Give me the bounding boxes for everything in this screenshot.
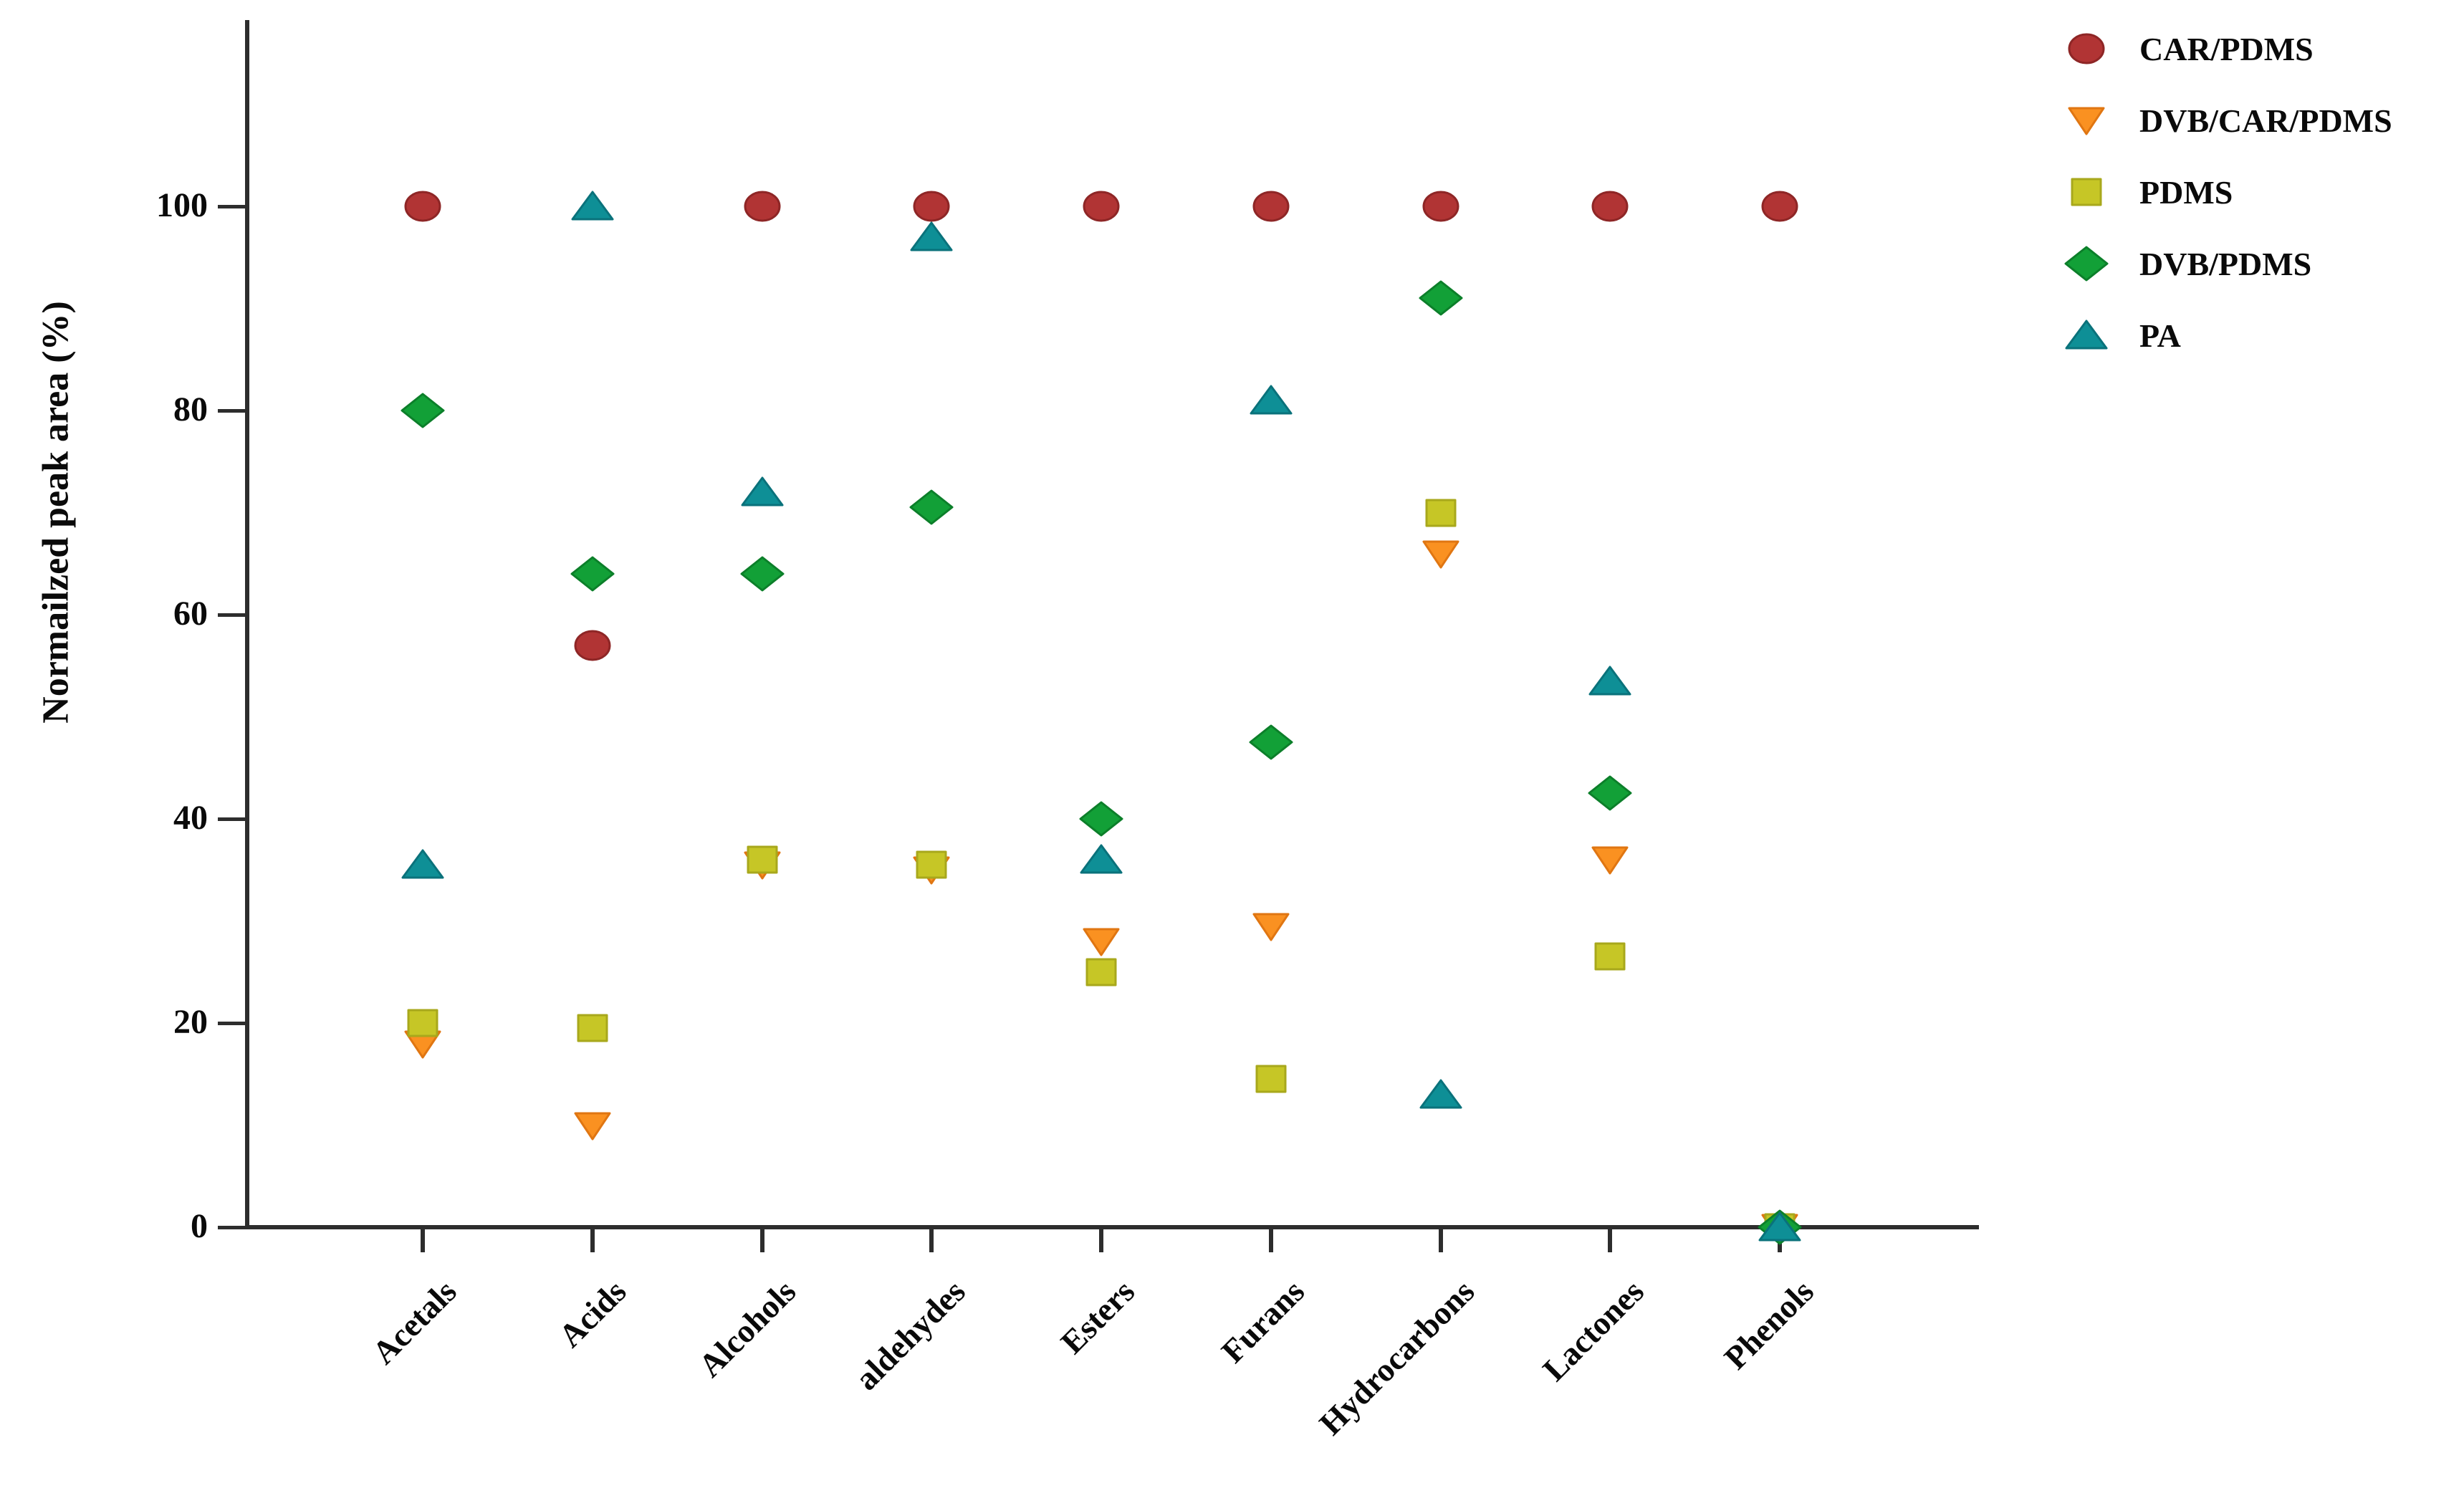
y-tick-label: 60 xyxy=(173,595,208,633)
point-pa-phenols xyxy=(1757,1209,1803,1246)
point-dvb-pdms-aldehydes xyxy=(909,489,954,526)
x-tick-mark xyxy=(1268,1229,1273,1252)
x-tick-mark xyxy=(929,1229,934,1252)
x-category-label: Esters xyxy=(1053,1272,1142,1361)
point-dvb-car-pdms-acids xyxy=(570,1107,615,1144)
point-pa-hydrocarbons xyxy=(1418,1076,1464,1113)
y-tick-label: 40 xyxy=(173,799,208,837)
x-axis-line xyxy=(245,1225,1979,1229)
y-tick-mark xyxy=(218,205,245,208)
x-category-label: Hydrocarbons xyxy=(1312,1272,1482,1442)
point-pdms-hydrocarbons xyxy=(1418,494,1464,532)
triangle-up-legend-icon xyxy=(2063,317,2109,354)
legend-label: DVB/CAR/PDMS xyxy=(2139,102,2392,139)
point-pdms-alcohols xyxy=(739,841,785,878)
point-dvb-pdms-esters xyxy=(1078,800,1124,837)
point-dvb-car-pdms-furans xyxy=(1248,908,1294,945)
x-category-label: aldehydes xyxy=(848,1272,972,1398)
point-dvb-pdms-acids xyxy=(570,555,615,592)
x-tick-mark xyxy=(1099,1229,1103,1252)
point-pdms-furans xyxy=(1248,1060,1294,1098)
y-tick-label: 20 xyxy=(173,1003,208,1041)
point-car-pdms-esters xyxy=(1078,188,1124,225)
point-pdms-acetals xyxy=(400,1004,446,1042)
x-tick-mark xyxy=(590,1229,595,1252)
point-pa-alcohols xyxy=(739,474,785,511)
point-pa-lactones xyxy=(1587,663,1633,700)
legend-label: CAR/PDMS xyxy=(2139,30,2314,67)
triangle-down-legend-icon xyxy=(2063,102,2109,139)
point-dvb-car-pdms-esters xyxy=(1078,923,1124,960)
y-axis-title: Normailzed peak area (%) xyxy=(35,301,77,724)
y-axis-line xyxy=(245,20,249,1229)
x-category-label: Acetals xyxy=(365,1272,464,1371)
x-tick-mark xyxy=(421,1229,425,1252)
legend-item: DVB/PDMS xyxy=(2063,228,2392,299)
point-pa-acetals xyxy=(400,846,446,883)
y-tick-mark xyxy=(218,1022,245,1025)
x-category-label: Alcohols xyxy=(691,1272,803,1384)
legend: CAR/PDMS DVB/CAR/PDMS PDMS DVB/PDMS PA xyxy=(2063,13,2392,371)
legend-item: DVB/CAR/PDMS xyxy=(2063,85,2392,156)
legend-item: CAR/PDMS xyxy=(2063,13,2392,85)
point-car-pdms-alcohols xyxy=(739,188,785,225)
point-pdms-acids xyxy=(570,1009,615,1047)
x-category-label: Phenols xyxy=(1717,1272,1821,1377)
y-tick-mark xyxy=(218,613,245,617)
point-pa-aldehydes xyxy=(909,219,954,256)
legend-label: PA xyxy=(2139,317,2181,354)
point-pdms-aldehydes xyxy=(909,846,954,883)
circle-legend-icon xyxy=(2063,30,2109,67)
point-car-pdms-acetals xyxy=(400,188,446,225)
point-dvb-car-pdms-hydrocarbons xyxy=(1418,535,1464,572)
point-pa-esters xyxy=(1078,841,1124,878)
point-dvb-car-pdms-lactones xyxy=(1587,841,1633,878)
point-car-pdms-phenols xyxy=(1757,188,1803,225)
legend-item: PDMS xyxy=(2063,156,2392,228)
point-dvb-pdms-alcohols xyxy=(739,555,785,592)
y-tick-mark xyxy=(218,1226,245,1229)
point-dvb-pdms-hydrocarbons xyxy=(1418,279,1464,317)
x-category-label: Lactones xyxy=(1535,1272,1651,1388)
point-car-pdms-hydrocarbons xyxy=(1418,188,1464,225)
y-tick-label: 80 xyxy=(173,390,208,428)
x-tick-mark xyxy=(1608,1229,1613,1252)
y-tick-label: 100 xyxy=(156,186,208,224)
point-car-pdms-acids xyxy=(570,627,615,664)
point-pdms-esters xyxy=(1078,954,1124,991)
point-dvb-pdms-furans xyxy=(1248,724,1294,761)
y-tick-mark xyxy=(218,817,245,821)
y-tick-mark xyxy=(218,409,245,413)
x-tick-mark xyxy=(759,1229,764,1252)
legend-label: PDMS xyxy=(2139,173,2233,211)
legend-item: PA xyxy=(2063,299,2392,371)
point-pa-furans xyxy=(1248,382,1294,419)
point-pdms-lactones xyxy=(1587,938,1633,975)
point-car-pdms-furans xyxy=(1248,188,1294,225)
y-tick-label: 0 xyxy=(191,1207,208,1245)
legend-label: DVB/PDMS xyxy=(2139,245,2312,282)
point-dvb-pdms-acetals xyxy=(400,392,446,429)
point-dvb-pdms-lactones xyxy=(1587,774,1633,812)
x-category-label: Acids xyxy=(551,1272,633,1355)
point-car-pdms-aldehydes xyxy=(909,188,954,225)
point-pa-acids xyxy=(570,188,615,225)
diamond-legend-icon xyxy=(2063,245,2109,282)
square-legend-icon xyxy=(2063,173,2109,211)
x-tick-mark xyxy=(1438,1229,1443,1252)
point-car-pdms-lactones xyxy=(1587,188,1633,225)
x-category-label: Furans xyxy=(1214,1272,1312,1370)
